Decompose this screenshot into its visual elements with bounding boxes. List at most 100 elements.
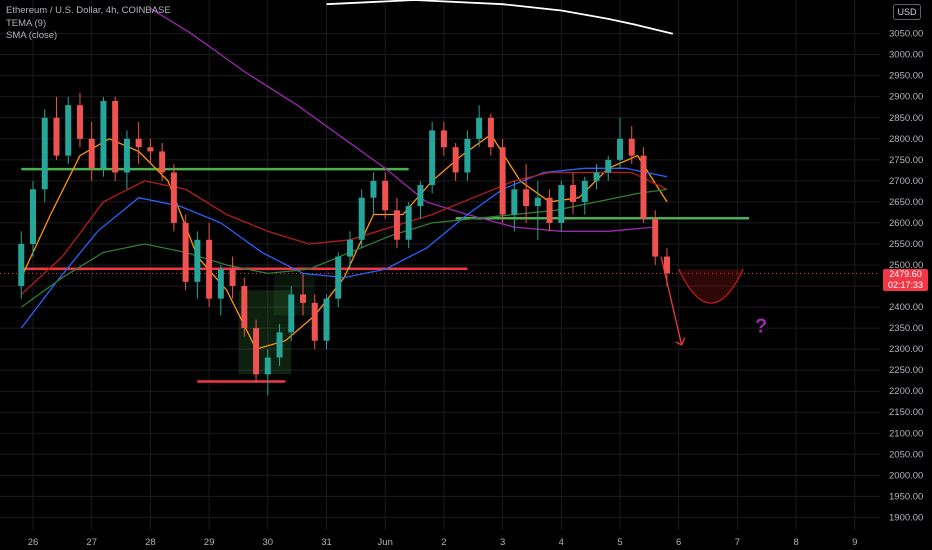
candle-down [487,117,494,148]
time-tick-label: 31 [321,537,332,548]
candle-down [170,172,177,223]
horizontal-levels [0,167,880,383]
time-tick-label: 28 [145,537,156,548]
price-tick-label: 2500.00 [889,260,923,271]
candle-up [288,294,295,333]
candle-up [358,197,365,240]
candle-down [440,130,447,148]
candle-down [241,286,248,329]
candle-up [217,269,224,299]
price-tick-label: 1950.00 [889,491,923,502]
last-price-value: 2479.60 [889,269,922,279]
price-tick-label: 2050.00 [889,449,923,460]
time-tick-label: 8 [793,537,798,548]
price-tick-label: 1900.00 [889,512,923,523]
candle-down [88,138,95,169]
moving-average-lines [20,0,674,350]
candle-up [464,138,471,173]
time-tick-label: 27 [86,537,97,548]
time-tick-label: 30 [263,537,274,548]
candle-up [276,332,283,358]
candle-up [100,100,107,169]
price-tick-label: 2400.00 [889,302,923,313]
candle-down [628,138,635,156]
candle-down [452,147,459,173]
candle-up [593,172,600,181]
candle-down [546,197,553,223]
price-tick-label: 2350.00 [889,323,923,334]
arrow-head [675,337,686,346]
candle-down [159,151,166,173]
candle-up [511,189,518,215]
candle-up [405,206,412,240]
symbol-title[interactable]: Ethereum / U.S. Dollar, 4h, COINBASE [6,5,171,16]
candle-down [182,222,189,282]
candle-down [53,117,60,156]
candle-down [229,269,236,287]
candle-up [429,130,436,186]
price-tick-label: 2600.00 [889,218,923,229]
ma-line-sma-green [20,188,668,308]
candle-down [76,105,83,139]
chart-grid [0,0,880,530]
user-drawings [660,256,744,346]
candle-up [534,197,541,207]
candle-up [194,239,201,282]
candle-up [417,185,424,207]
candle-up [41,117,48,190]
price-tick-label: 2750.00 [889,155,923,166]
price-tick-label: 2650.00 [889,197,923,208]
candle-up [370,180,377,198]
currency-badge[interactable]: USD [893,4,921,20]
time-tick-label: 3 [500,537,505,548]
candle-up [30,189,36,244]
time-axis[interactable]: 26 27 28 29 30 31 Jun 2 3 4 5 6 7 8 9 [28,537,858,548]
price-tick-label: 2550.00 [889,239,923,250]
time-tick-label: 6 [676,537,681,548]
candle-up [18,243,25,287]
candle-up [65,105,72,156]
candle-up [581,180,588,202]
time-tick-label: 29 [204,537,215,548]
ma-line-sma-blue [20,167,668,329]
ma-line-sma-purple [150,7,656,232]
candle-down [393,210,400,240]
candle-up [264,357,271,375]
candle-up [123,138,130,173]
time-tick-label: 5 [617,537,622,548]
time-tick-label: 4 [559,537,564,548]
time-tick-label: 2 [441,537,446,548]
candle-down [311,302,318,341]
price-tick-label: 2850.00 [889,113,923,124]
indicator-tema-label[interactable]: TEMA (9) [6,17,47,29]
candle-up [558,185,565,223]
bar-countdown: 02:17:33 [887,280,924,290]
price-tick-label: 2700.00 [889,176,923,187]
candle-down [570,185,577,202]
price-tick-label: 2300.00 [889,344,923,355]
candle-down [382,180,389,211]
time-tick-label: 7 [735,537,740,548]
price-tick-label: 2900.00 [889,92,923,103]
chart-legend: Ethereum / U.S. Dollar, 4h, COINBASE TEM… [6,5,171,43]
candle-down [300,294,307,303]
price-tick-label: 3050.00 [889,29,923,40]
price-tick-label: 2250.00 [889,365,923,376]
question-mark-annotation: ? [755,315,767,337]
price-tick-label: 3000.00 [889,50,923,61]
candle-down [206,239,213,299]
candle-up [346,239,353,257]
price-tick-label: 2100.00 [889,428,923,439]
price-tick-label: 2800.00 [889,134,923,145]
time-tick-label: 26 [28,537,39,548]
indicator-sma-label[interactable]: SMA (close) [6,30,58,41]
candle-down [135,138,142,148]
arrow-line [660,256,683,346]
price-tick-label: 2200.00 [889,386,923,397]
candle-up [605,159,612,173]
candle-up [476,117,483,139]
candle-up [335,256,342,299]
candle-down [112,100,119,173]
price-tick-label: 2000.00 [889,470,923,481]
